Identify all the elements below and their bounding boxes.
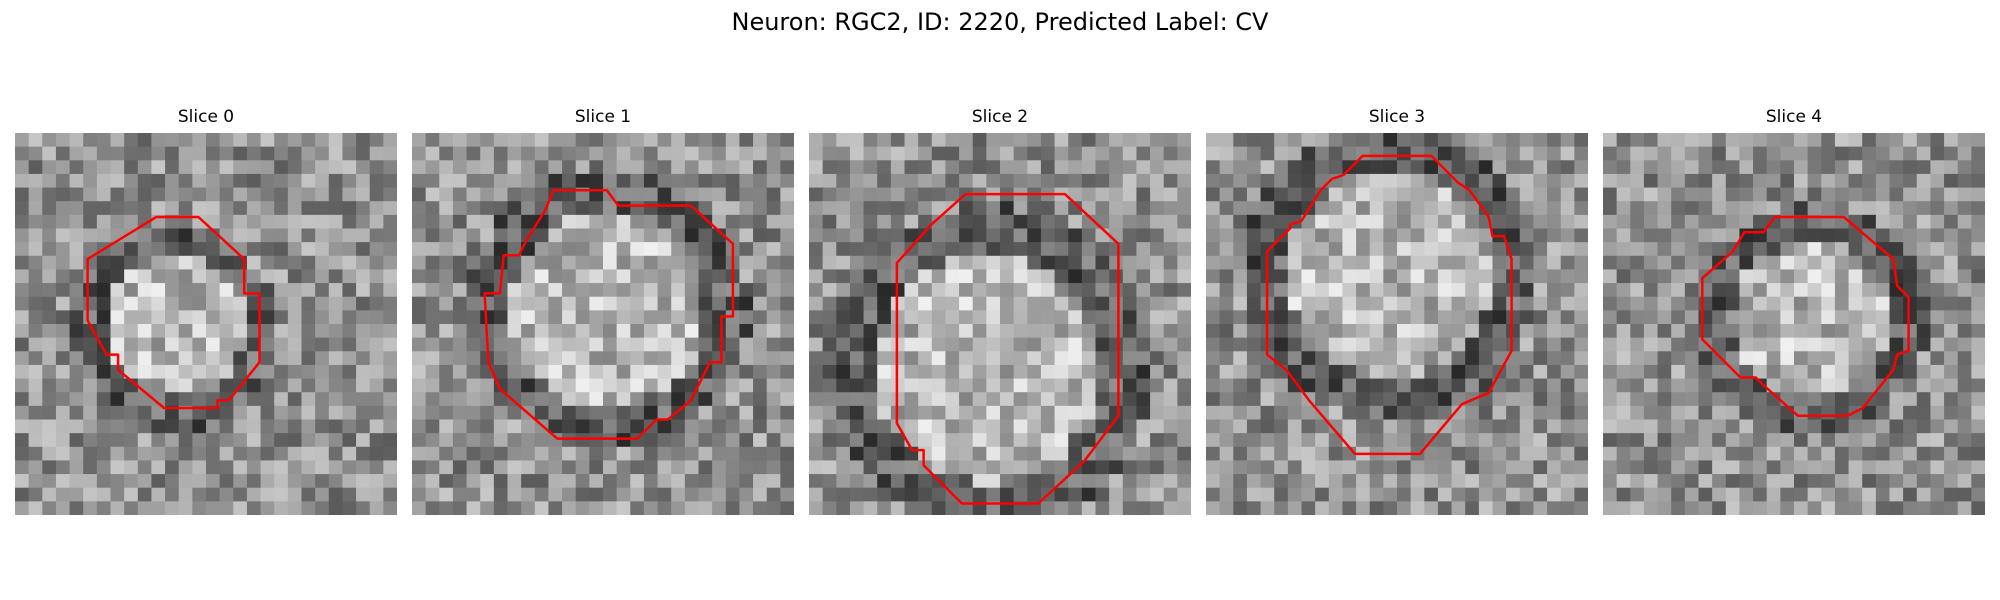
pixel-texture — [1206, 133, 1588, 515]
slice-image — [15, 133, 397, 515]
segmentation-contour — [895, 192, 1120, 505]
segmentation-contour — [1265, 154, 1513, 456]
slice-title: Slice 0 — [177, 107, 235, 127]
slice-image — [809, 133, 1191, 515]
slice-image — [412, 133, 794, 515]
slice-panel-2: Slice 2 — [809, 105, 1191, 515]
segmentation-contour — [1701, 215, 1910, 417]
slice-image — [1206, 133, 1588, 515]
pixel-texture — [1603, 133, 1985, 515]
segmentation-contour — [86, 215, 261, 410]
slice-panel-1: Slice 1 — [412, 105, 794, 515]
slice-panel-0: Slice 0 — [15, 105, 397, 515]
slice-title: Slice 1 — [574, 107, 632, 127]
slice-title: Slice 2 — [971, 107, 1029, 127]
pixel-texture — [15, 133, 397, 515]
slice-title: Slice 4 — [1765, 107, 1823, 127]
pixel-texture — [809, 133, 1191, 515]
slice-panel-4: Slice 4 — [1603, 105, 1985, 515]
slice-title: Slice 3 — [1368, 107, 1426, 127]
slice-image — [1603, 133, 1985, 515]
figure-title: Neuron: RGC2, ID: 2220, Predicted Label:… — [731, 8, 1269, 36]
segmentation-contour — [483, 189, 735, 440]
slice-panel-3: Slice 3 — [1206, 105, 1588, 515]
